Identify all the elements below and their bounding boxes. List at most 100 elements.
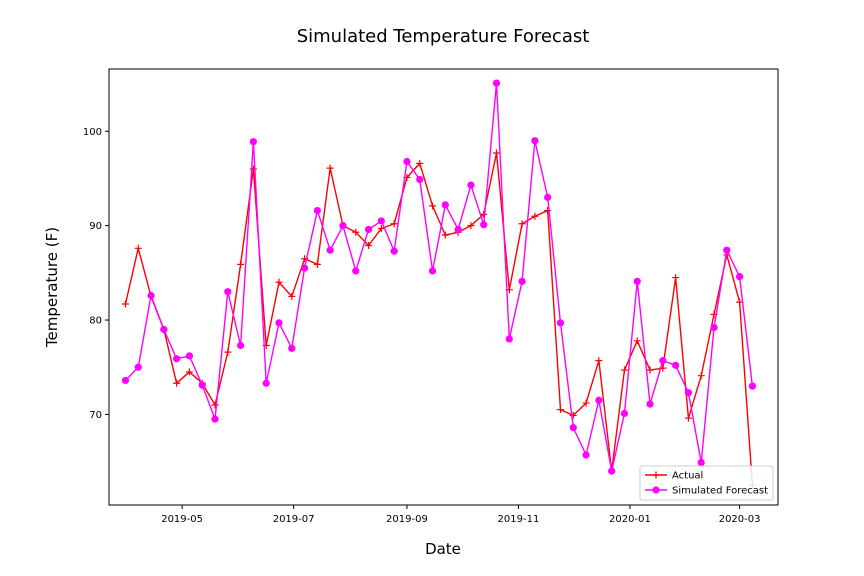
- data-point-simulated-forecast: [659, 357, 667, 365]
- data-point-simulated-forecast: [710, 323, 718, 332]
- data-point-simulated-forecast: [556, 319, 565, 327]
- data-point-simulated-forecast: [467, 181, 475, 189]
- data-point-actual: [390, 220, 398, 228]
- data-point-simulated-forecast: [134, 363, 142, 371]
- data-point-actual: [313, 260, 321, 268]
- y-axis-label: Temperature (F): [43, 227, 61, 348]
- axes: 2019-05 2019-07 2019-09 2019-11 2020-01 2020-…: [83, 127, 761, 525]
- data-point-simulated-forecast: [633, 277, 641, 285]
- data-point-simulated-forecast: [224, 288, 232, 296]
- data-point-simulated-forecast: [684, 389, 693, 397]
- x-tick-label: 2019-05: [161, 514, 203, 525]
- data-point-simulated-forecast: [377, 217, 385, 225]
- data-point-actual: [121, 300, 129, 308]
- data-point-actual: [556, 406, 564, 414]
- data-point-simulated-forecast: [531, 137, 539, 145]
- data-point-simulated-forecast: [480, 221, 488, 229]
- series-line-actual: [124, 152, 754, 486]
- data-point-actual: [646, 366, 654, 374]
- data-point-actual: [595, 357, 603, 365]
- data-point-actual: [173, 379, 181, 387]
- data-point-actual: [467, 222, 475, 230]
- data-point-simulated-forecast: [339, 222, 347, 230]
- data-point-simulated-forecast: [620, 409, 629, 418]
- data-point-simulated-forecast: [723, 246, 731, 254]
- data-point-simulated-forecast: [275, 319, 283, 327]
- data-point-actual: [275, 278, 283, 286]
- data-point-actual: [633, 337, 641, 345]
- data-point-simulated-forecast: [441, 201, 449, 209]
- legend-marker-actual: [652, 471, 660, 479]
- legend-marker-simulated-forecast: [652, 486, 660, 494]
- data-point-simulated-forecast: [736, 273, 744, 281]
- data-point-simulated-forecast: [646, 400, 654, 408]
- data-point-simulated-forecast: [748, 382, 757, 390]
- data-point-actual: [365, 241, 373, 249]
- data-point-simulated-forecast: [518, 277, 526, 285]
- data-point-actual: [237, 260, 245, 268]
- data-point-actual: [134, 244, 142, 252]
- data-point-simulated-forecast: [262, 379, 270, 387]
- legend-label-actual: Actual: [672, 471, 703, 482]
- data-point-actual: [185, 368, 193, 376]
- plot-area: [121, 79, 757, 489]
- data-point-actual: [518, 220, 526, 228]
- data-point-simulated-forecast: [697, 458, 705, 467]
- data-point-actual: [429, 202, 437, 210]
- legend-box: [639, 465, 774, 501]
- data-point-simulated-forecast: [352, 267, 360, 275]
- data-point-simulated-forecast: [300, 264, 309, 272]
- data-point-actual: [441, 231, 449, 239]
- series-line-simulated-forecast: [124, 82, 754, 472]
- data-point-simulated-forecast: [288, 344, 296, 352]
- data-point-simulated-forecast: [390, 247, 398, 255]
- data-point-actual: [493, 149, 501, 157]
- x-axis-label: Date: [425, 540, 461, 558]
- data-point-simulated-forecast: [198, 381, 206, 389]
- data-point-actual: [326, 164, 334, 172]
- data-point-actual: [288, 292, 296, 300]
- data-point-simulated-forecast: [492, 79, 501, 87]
- data-point-actual: [224, 348, 232, 356]
- x-tick-label: 2020-03: [719, 514, 761, 525]
- data-point-simulated-forecast: [569, 424, 577, 432]
- data-point-actual: [416, 159, 424, 167]
- data-point-simulated-forecast: [173, 355, 181, 363]
- data-point-actual: [544, 207, 552, 215]
- data-point-actual: [211, 401, 219, 409]
- data-point-actual: [352, 228, 360, 236]
- x-tick-label: 2019-07: [273, 514, 315, 525]
- data-point-actual: [480, 210, 488, 218]
- data-point-simulated-forecast: [313, 206, 321, 215]
- data-point-simulated-forecast: [160, 325, 168, 334]
- legend-label-simulated-forecast: Simulated Forecast: [672, 486, 768, 497]
- data-point-simulated-forecast: [416, 175, 424, 184]
- data-point-actual: [569, 411, 577, 419]
- data-point-actual: [684, 414, 692, 422]
- data-point-simulated-forecast: [121, 376, 130, 385]
- data-point-simulated-forecast: [185, 352, 194, 360]
- data-point-simulated-forecast: [249, 138, 258, 146]
- data-point-actual: [582, 399, 590, 407]
- data-point-simulated-forecast: [595, 396, 603, 404]
- data-point-actual: [697, 372, 705, 380]
- chart-title: Simulated Temperature Forecast: [297, 26, 590, 47]
- data-point-simulated-forecast: [147, 291, 155, 300]
- data-point-actual: [377, 224, 385, 232]
- plot-frame: [108, 68, 779, 506]
- data-point-simulated-forecast: [454, 225, 462, 234]
- data-point-actual: [672, 274, 680, 282]
- y-tick-label: 90: [89, 221, 102, 232]
- x-tick-label: 2020-01: [609, 514, 651, 525]
- y-tick-label: 100: [83, 127, 102, 138]
- data-point-actual: [531, 212, 539, 220]
- data-point-simulated-forecast: [211, 415, 219, 423]
- data-point-simulated-forecast: [364, 225, 373, 234]
- data-point-simulated-forecast: [672, 361, 680, 369]
- x-tick-label: 2019-09: [386, 514, 428, 525]
- data-point-simulated-forecast: [428, 267, 437, 275]
- y-tick-label: 70: [89, 410, 102, 421]
- data-point-simulated-forecast: [237, 341, 245, 350]
- data-point-simulated-forecast: [608, 467, 616, 475]
